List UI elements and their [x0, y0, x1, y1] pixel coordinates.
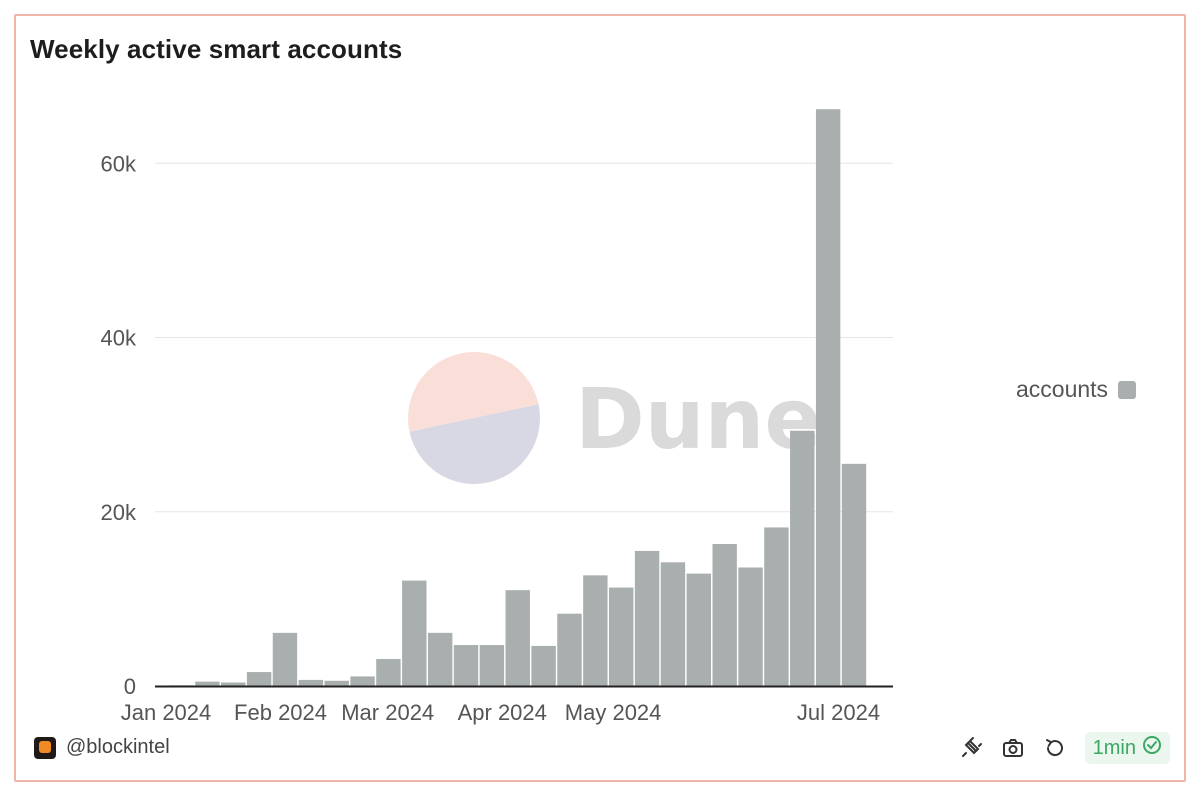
legend[interactable]: accounts	[1016, 376, 1137, 403]
bar	[350, 676, 375, 686]
refresh-icon[interactable]	[1043, 736, 1067, 760]
bar	[324, 680, 349, 686]
bar	[609, 587, 634, 686]
watermark-logo-top	[408, 352, 539, 432]
bar	[712, 543, 737, 686]
bar	[764, 527, 789, 686]
plug-icon[interactable]	[959, 736, 983, 760]
camera-icon[interactable]	[1001, 736, 1025, 760]
refresh-status-badge[interactable]: 1min	[1084, 732, 1170, 764]
refresh-label: 1min	[1092, 736, 1136, 759]
bar	[790, 430, 815, 686]
x-tick-label: Feb 2024	[234, 700, 327, 725]
bar	[376, 658, 401, 686]
bar	[505, 590, 530, 686]
bar	[660, 562, 686, 686]
chart-title: Weekly active smart accounts	[30, 34, 403, 64]
author-name[interactable]: @blockintel	[66, 736, 170, 758]
bar	[246, 672, 272, 686]
bar	[479, 645, 505, 686]
y-tick-label: 20k	[101, 500, 137, 525]
x-tick-label: Jul 2024	[797, 700, 880, 725]
legend-label: accounts	[1016, 376, 1109, 402]
bar	[531, 645, 556, 686]
legend-swatch	[1118, 380, 1137, 399]
author-attribution[interactable]: @blockintel	[34, 736, 170, 759]
bar	[402, 580, 427, 686]
bar	[841, 463, 867, 686]
y-tick-label: 0	[124, 674, 136, 699]
bar	[815, 109, 841, 687]
author-logo-icon	[34, 736, 56, 759]
x-tick-label: Mar 2024	[341, 700, 434, 725]
bar	[221, 682, 246, 686]
bar	[427, 632, 453, 686]
chart-toolbar: 1min	[959, 732, 1170, 764]
x-tick-label: May 2024	[565, 700, 662, 725]
bar	[453, 645, 479, 686]
bar	[583, 575, 608, 686]
check-circle-icon	[1142, 735, 1162, 761]
x-tick-label: Jan 2024	[121, 700, 212, 725]
watermark-text: Dune	[575, 370, 821, 468]
y-tick-label: 40k	[101, 326, 137, 351]
bar	[557, 613, 582, 686]
x-tick-label: Apr 2024	[458, 700, 547, 725]
bar	[686, 573, 712, 686]
bar	[195, 681, 220, 686]
bar	[272, 632, 298, 686]
bar	[298, 679, 324, 686]
y-tick-label: 60k	[101, 151, 137, 176]
bar	[634, 550, 660, 686]
watermark-logo-bottom	[409, 404, 540, 484]
bar	[738, 567, 763, 686]
